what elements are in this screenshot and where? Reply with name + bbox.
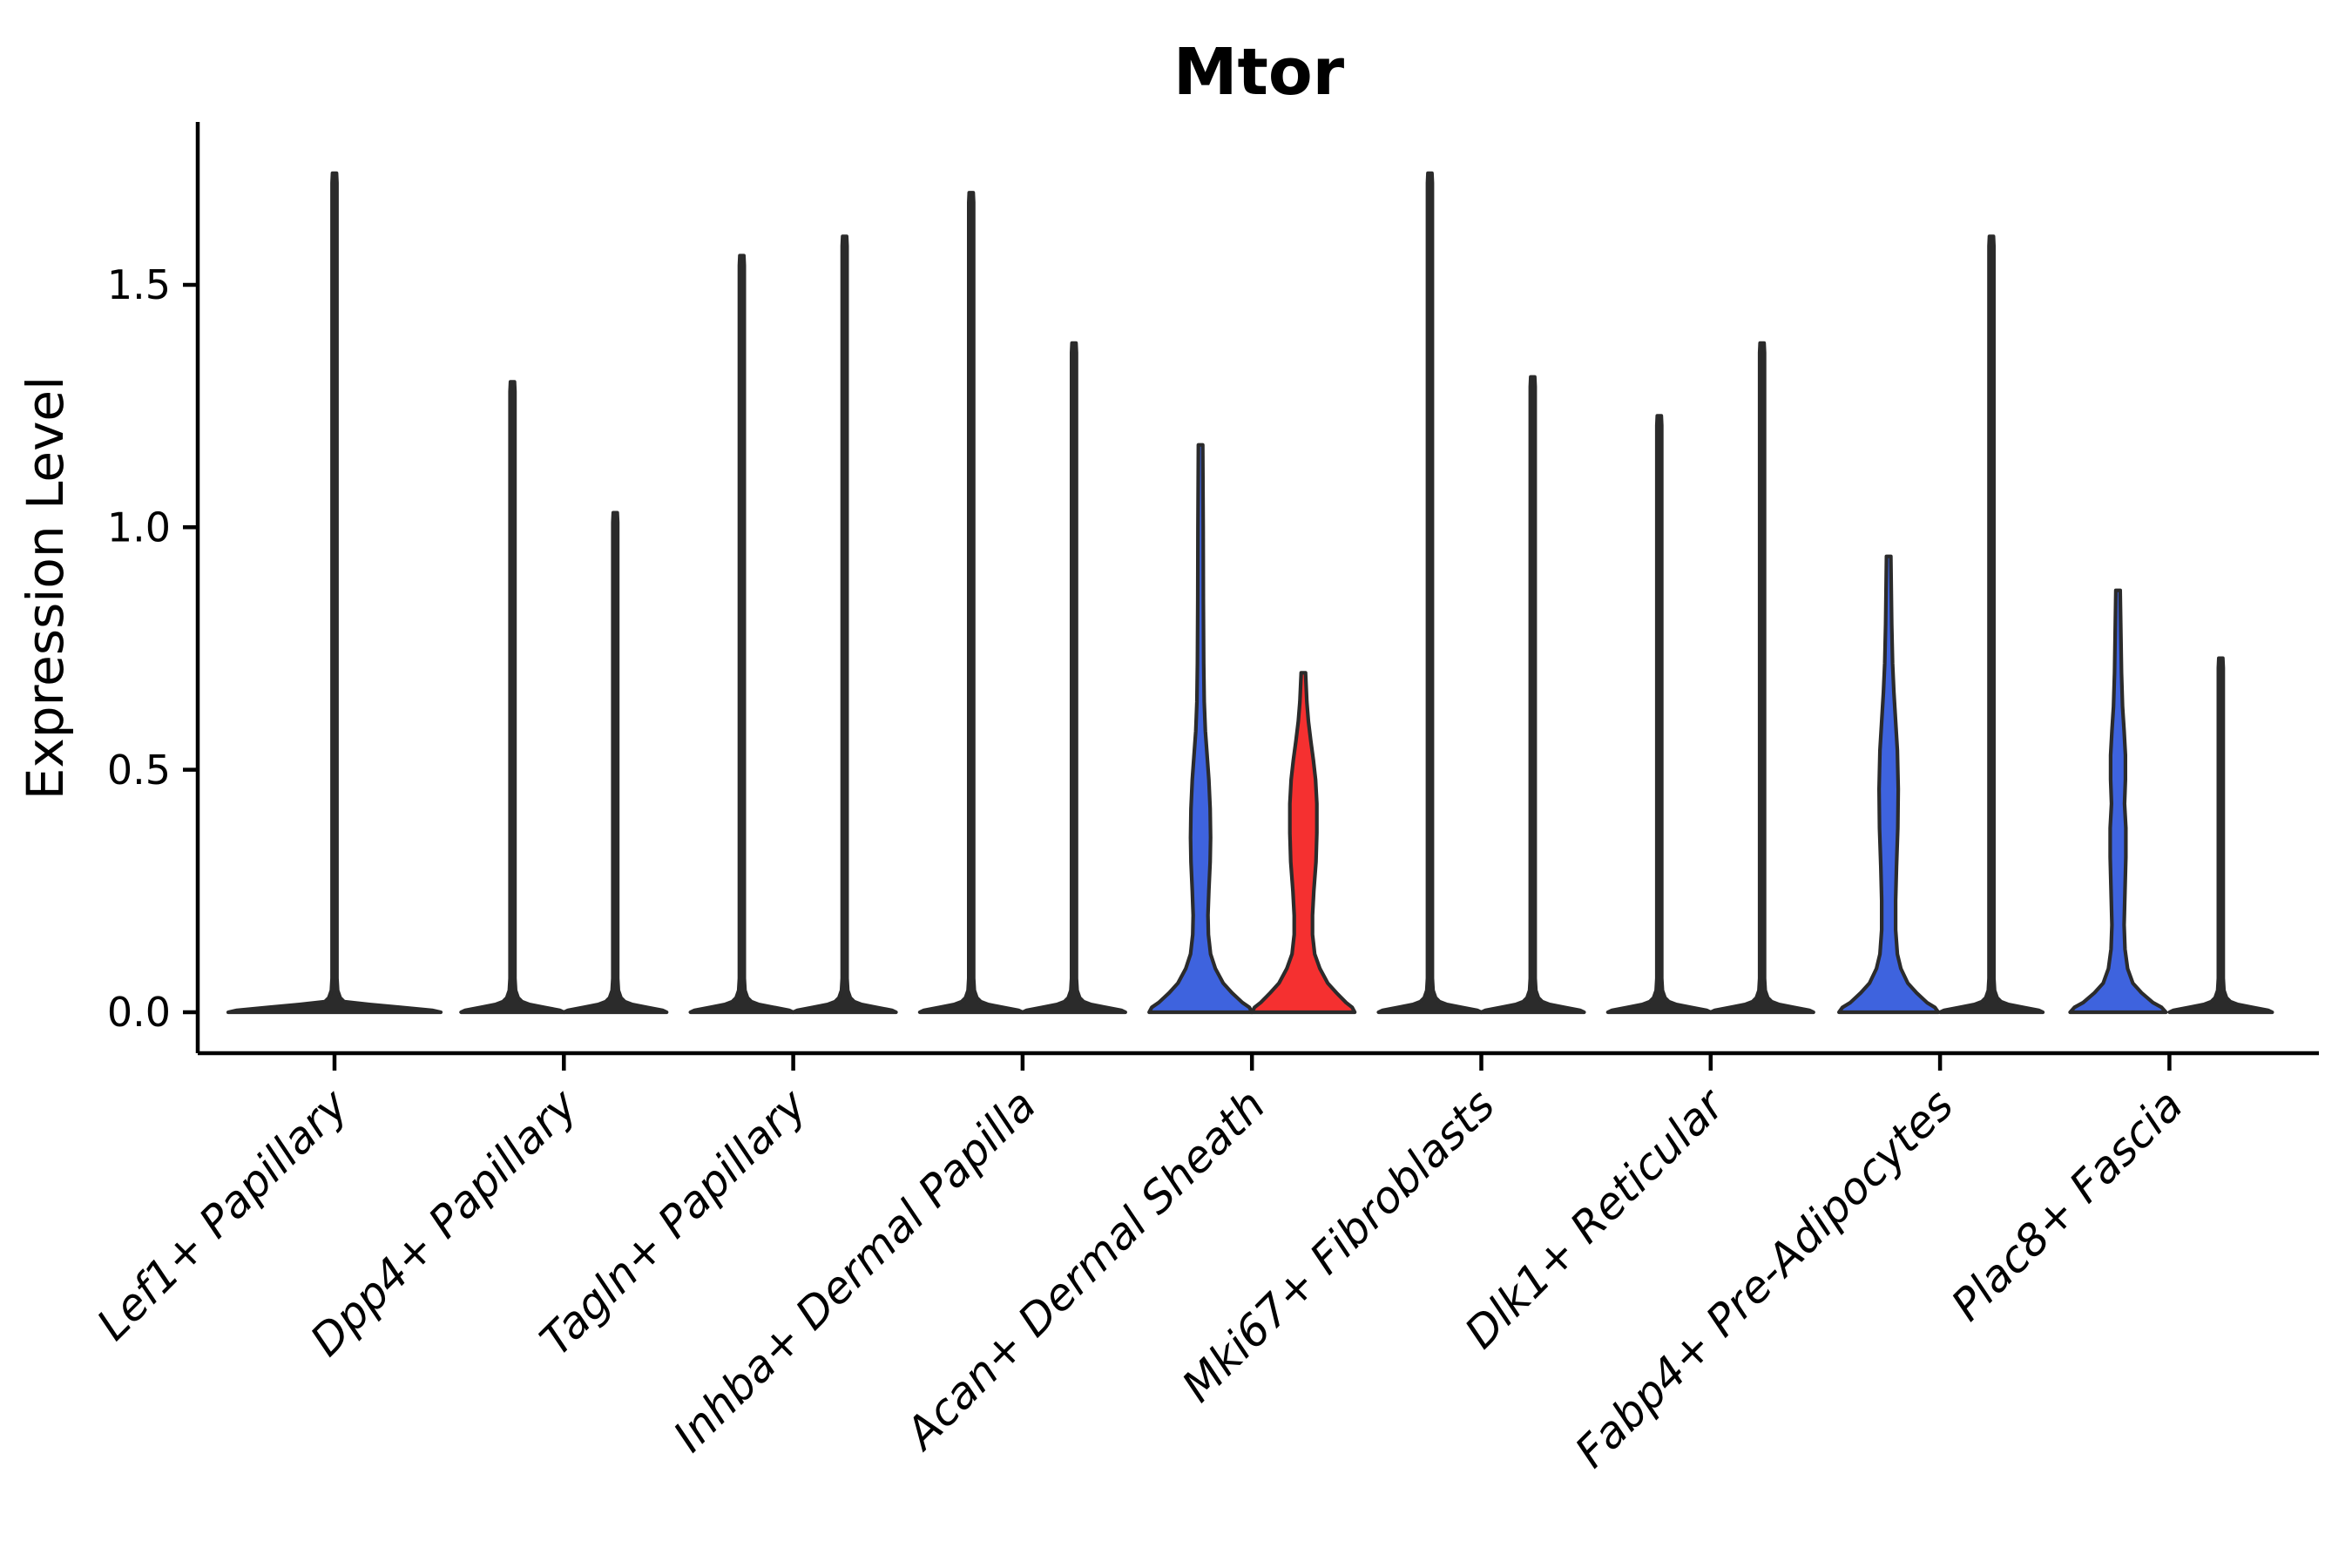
violin-spike — [1479, 375, 1586, 1015]
x-tick-label: Fabp4+ Pre-Adipocytes — [1565, 1079, 1963, 1477]
y-tick-label: 0.5 — [107, 747, 171, 794]
axes — [183, 122, 2319, 1071]
violin-spike — [917, 191, 1024, 1015]
violin-spike — [1376, 171, 1484, 1015]
violin-series — [226, 171, 2274, 1015]
violin-shape — [1250, 671, 1357, 1015]
violin-spike — [791, 234, 898, 1015]
violin-spike — [1605, 414, 1713, 1015]
chart-title: Mtor — [1173, 35, 1345, 110]
violin-spike — [2167, 656, 2274, 1015]
violin-spike — [1708, 341, 1815, 1015]
violin-shape — [1837, 554, 1941, 1015]
y-tick-label: 1.0 — [107, 504, 171, 551]
violin-spike — [226, 171, 443, 1015]
y-tick-label: 1.5 — [107, 261, 171, 308]
x-tick-label: Acan+ Dermal Sheath — [895, 1079, 1275, 1460]
x-tick-label: Inhba+ Dermal Papilla — [664, 1079, 1045, 1461]
violin-shape — [2068, 588, 2168, 1015]
violin-spike — [1020, 341, 1127, 1015]
violin-spike — [459, 380, 566, 1015]
y-tick-label: 0.0 — [107, 989, 171, 1036]
x-tick-label: Lef1+ Papillary — [87, 1078, 358, 1349]
x-tick-label: Plac8+ Fascia — [1942, 1079, 2193, 1330]
y-axis-label: Expression Level — [16, 376, 75, 800]
violin-shape — [1147, 443, 1254, 1015]
violin-spike — [562, 510, 669, 1015]
violin-spike — [1938, 234, 2045, 1015]
violin-spike — [688, 253, 795, 1015]
